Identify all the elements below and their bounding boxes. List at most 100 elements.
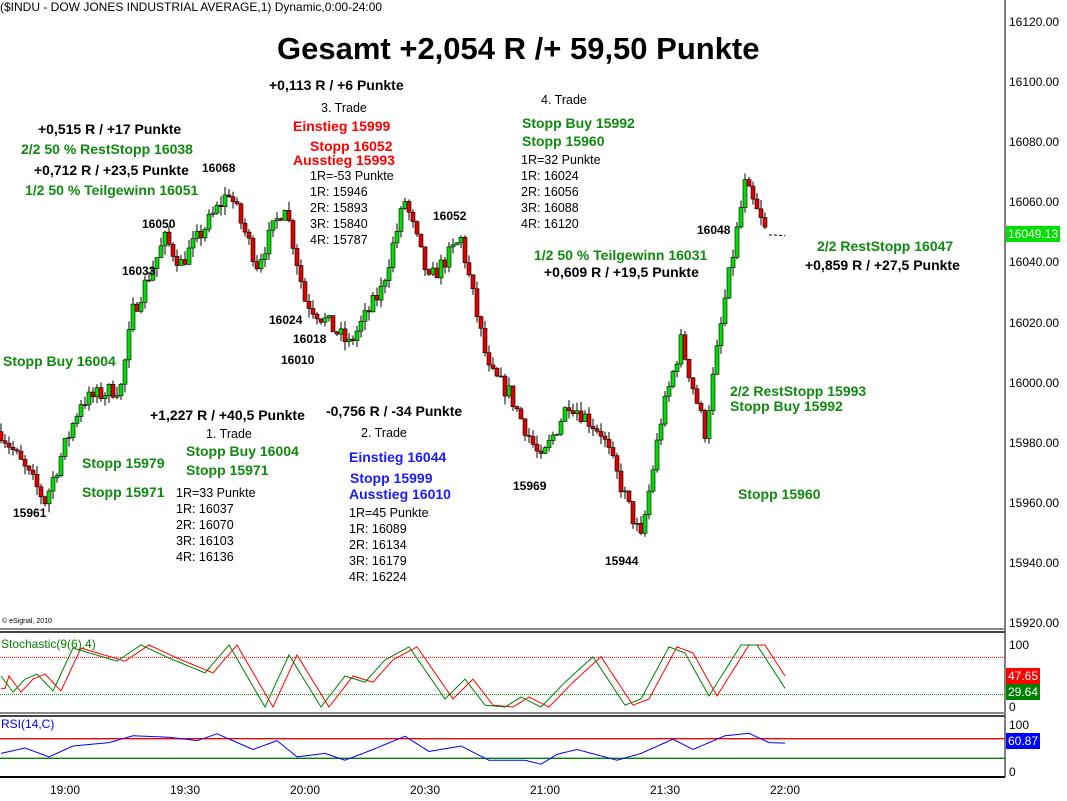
candle-down xyxy=(226,194,232,197)
candle-down xyxy=(0,431,4,441)
candle-up xyxy=(154,257,160,269)
candle-up xyxy=(50,477,56,492)
candle-up xyxy=(562,407,568,422)
candle-down xyxy=(474,288,480,317)
candle-up xyxy=(714,345,720,375)
candle-up xyxy=(438,259,444,279)
candle-down xyxy=(686,359,692,379)
candle-up xyxy=(62,438,68,457)
candle-down xyxy=(318,318,324,323)
candle-down xyxy=(90,391,96,398)
candle-down xyxy=(746,179,752,187)
candle-up xyxy=(734,226,740,258)
candle-up xyxy=(622,490,628,493)
candle-down xyxy=(302,281,308,302)
trade4-r: 1R=32 Punkte xyxy=(521,153,601,167)
candle-up xyxy=(210,212,216,215)
price-tick-label: 15940.00 xyxy=(1009,555,1060,570)
candle-down xyxy=(18,450,24,460)
candle-down xyxy=(306,301,312,309)
candle-up xyxy=(322,317,328,323)
candle-down xyxy=(626,490,632,502)
candle-down xyxy=(334,331,340,335)
candle-down xyxy=(630,501,636,525)
trade1-rest-stop: 2/2 50 % RestStopp 16038 xyxy=(21,141,193,157)
candle-up xyxy=(258,259,264,270)
trade1-1r: 1R: 16037 xyxy=(176,502,234,516)
candle-up xyxy=(158,245,164,258)
stoch-tick-0: 0 xyxy=(1009,700,1016,714)
price-tick-label: 15960.00 xyxy=(1009,495,1060,510)
stoch-k-value: 29.64 xyxy=(1006,684,1041,700)
trade3-stop: Stopp 16052 xyxy=(310,138,393,154)
candle-up xyxy=(150,268,156,281)
candle-down xyxy=(34,474,40,488)
trade4-stop: Stopp 15960 xyxy=(522,133,605,149)
candle-down xyxy=(182,259,188,265)
trade3-3r: 3R: 15840 xyxy=(310,217,368,231)
candle-down xyxy=(494,368,500,377)
candle-down xyxy=(342,328,348,342)
candle-down xyxy=(2,440,8,444)
candle-up xyxy=(326,315,332,319)
trade4-partial-result: +0,609 R / +19,5 Punkte xyxy=(544,264,699,280)
time-tick-label: 21:00 xyxy=(529,783,561,797)
candle-up xyxy=(282,210,288,221)
candle-up xyxy=(450,244,456,248)
stoch-d-value: 47.65 xyxy=(1006,668,1041,684)
last-price-tag: 16049.13 xyxy=(1006,226,1061,242)
candle-down xyxy=(22,459,28,467)
trade2-label: 2. Trade xyxy=(361,426,407,440)
candle-up xyxy=(126,329,132,361)
candle-down xyxy=(310,308,316,315)
candle-down xyxy=(166,231,172,245)
candles xyxy=(0,173,786,537)
price-tick-label: 16060.00 xyxy=(1009,195,1060,210)
swing-label: 15961 xyxy=(13,506,47,520)
price-tick-label: 15920.00 xyxy=(1009,616,1060,630)
trade1-4r: 4R: 16136 xyxy=(176,550,234,564)
candle-up xyxy=(86,391,92,406)
candle-up xyxy=(266,229,272,255)
candle-up xyxy=(270,220,276,231)
trade3-label: 3. Trade xyxy=(321,101,367,115)
trade1-stop-buy: Stopp Buy 16004 xyxy=(186,443,299,459)
candle-up xyxy=(546,440,552,448)
stop-15971: Stopp 15971 xyxy=(82,484,165,500)
candle-up xyxy=(58,456,64,476)
candle-up xyxy=(666,386,672,397)
trade3-result: +0,113 R / +6 Punkte xyxy=(269,77,404,93)
candle-up xyxy=(162,231,168,247)
time-tick-label: 19:30 xyxy=(169,783,201,797)
rsi-value: 60.87 xyxy=(1006,733,1041,749)
candle-up xyxy=(130,303,136,330)
candle-up xyxy=(394,231,400,244)
time-tick-label: 19:00 xyxy=(49,783,81,797)
trade1-partial-profit: 1/2 50 % Teilgewinn 16051 xyxy=(25,182,199,198)
candle-up xyxy=(370,295,376,313)
trade1-rest-result: +0,515 R / +17 Punkte xyxy=(38,121,182,137)
candle-down xyxy=(294,248,300,266)
trade4-partial-profit: 1/2 50 % Teilgewinn 16031 xyxy=(534,247,708,263)
candle-down xyxy=(538,450,544,454)
candle-down xyxy=(406,201,412,213)
trade4-label: 4. Trade xyxy=(541,93,587,107)
stochastic-title: Stochastic(9(6),4) xyxy=(1,637,96,651)
price-tick-label: 16100.00 xyxy=(1009,75,1060,90)
candle-down xyxy=(146,279,152,282)
candle-up xyxy=(262,253,268,260)
swing-label: 16018 xyxy=(293,332,327,346)
candle-down xyxy=(618,470,624,493)
swing-label: 16050 xyxy=(142,217,176,231)
candle-up xyxy=(542,447,548,454)
candle-down xyxy=(42,496,48,505)
rsi-tick-0: 0 xyxy=(1009,765,1016,779)
candle-up xyxy=(122,359,128,385)
candle-up xyxy=(402,201,408,209)
trade2-r: 1R=45 Punkte xyxy=(349,506,429,520)
candle-up xyxy=(190,238,196,249)
price-tick-label: 15980.00 xyxy=(1009,435,1060,450)
candle-up xyxy=(362,310,368,322)
candle-up xyxy=(354,330,360,341)
trade4-3r: 3R: 16088 xyxy=(521,201,579,215)
